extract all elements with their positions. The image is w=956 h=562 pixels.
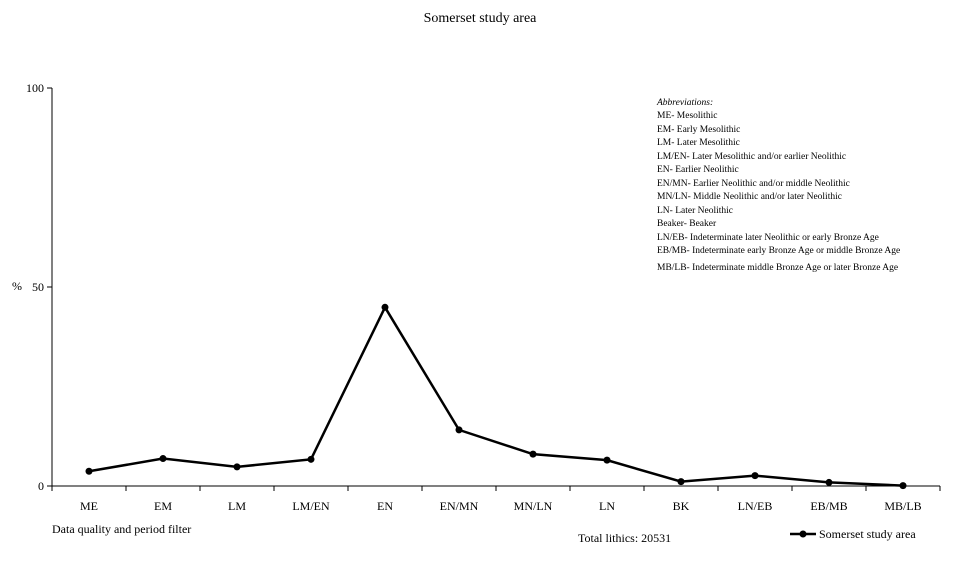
legend: Somerset study area	[790, 527, 916, 541]
abbreviations-box: Abbreviations: ME- Mesolithic EM- Early …	[656, 98, 900, 273]
x-tick-label: ME	[80, 499, 98, 513]
data-point	[899, 482, 907, 490]
x-tick-label: LM	[228, 499, 246, 513]
chart-title: Somerset study area	[424, 11, 538, 26]
y-tick-label: 100	[26, 81, 44, 95]
abbreviation-item: MB/LB- Indeterminate middle Bronze Age o…	[657, 263, 898, 273]
x-ticks: ME EM LM LM/EN EN EN/MN MN/LN LN BK LN/EB EB/MB MB/…	[51, 486, 941, 513]
data-point	[233, 463, 241, 471]
abbreviation-item: EB/MB- Indeterminate early Bronze Age or…	[657, 246, 900, 256]
y-axis-label: %	[12, 279, 22, 293]
abbreviation-item: EN/MN- Earlier Neolithic and/or middle N…	[657, 179, 850, 189]
abbreviation-item: Beaker- Beaker	[657, 219, 717, 229]
data-point	[825, 478, 833, 486]
y-ticks: 0 50 100	[26, 81, 52, 493]
abbreviations-heading: Abbreviations:	[656, 98, 713, 108]
abbreviation-item: LN/EB- Indeterminate later Neolithic or …	[657, 233, 879, 243]
data-point	[455, 426, 463, 434]
series-line	[88, 304, 904, 487]
y-tick-label: 0	[38, 479, 44, 493]
data-point	[677, 478, 685, 486]
x-tick-label: LM/EN	[292, 499, 330, 513]
axes	[51, 88, 940, 487]
x-tick-label: MN/LN	[514, 499, 553, 513]
abbreviation-item: MN/LN- Middle Neolithic and/or later Neo…	[657, 192, 842, 202]
data-point	[381, 303, 389, 311]
x-tick-label: MB/LB	[884, 499, 921, 513]
abbreviation-item: ME- Mesolithic	[657, 111, 717, 121]
abbreviation-item: LM/EN- Later Mesolithic and/or earlier N…	[657, 152, 846, 162]
legend-label: Somerset study area	[819, 527, 916, 541]
data-point	[307, 455, 315, 463]
abbreviation-item: EM- Early Mesolithic	[657, 125, 740, 135]
filter-caption: Data quality and period filter	[52, 522, 191, 536]
data-point	[85, 467, 93, 475]
data-point	[603, 456, 611, 464]
data-point	[529, 450, 537, 458]
x-tick-label: EB/MB	[810, 499, 847, 513]
x-tick-label: LN	[599, 499, 615, 513]
x-tick-label: LN/EB	[738, 499, 773, 513]
data-point	[159, 455, 167, 463]
x-tick-label: BK	[673, 499, 690, 513]
data-point	[751, 472, 759, 480]
abbreviation-item: LN- Later Neolithic	[657, 206, 733, 216]
x-tick-label: EM	[154, 499, 172, 513]
abbreviation-item: LM- Later Mesolithic	[657, 138, 740, 148]
x-tick-label: EN/MN	[440, 499, 479, 513]
series-group	[85, 303, 907, 490]
abbreviation-item: EN- Earlier Neolithic	[657, 165, 739, 175]
y-tick-label: 50	[32, 280, 44, 294]
x-tick-label: EN	[377, 499, 393, 513]
legend-marker	[799, 530, 807, 538]
total-lithics-caption: Total lithics: 20531	[578, 531, 671, 545]
